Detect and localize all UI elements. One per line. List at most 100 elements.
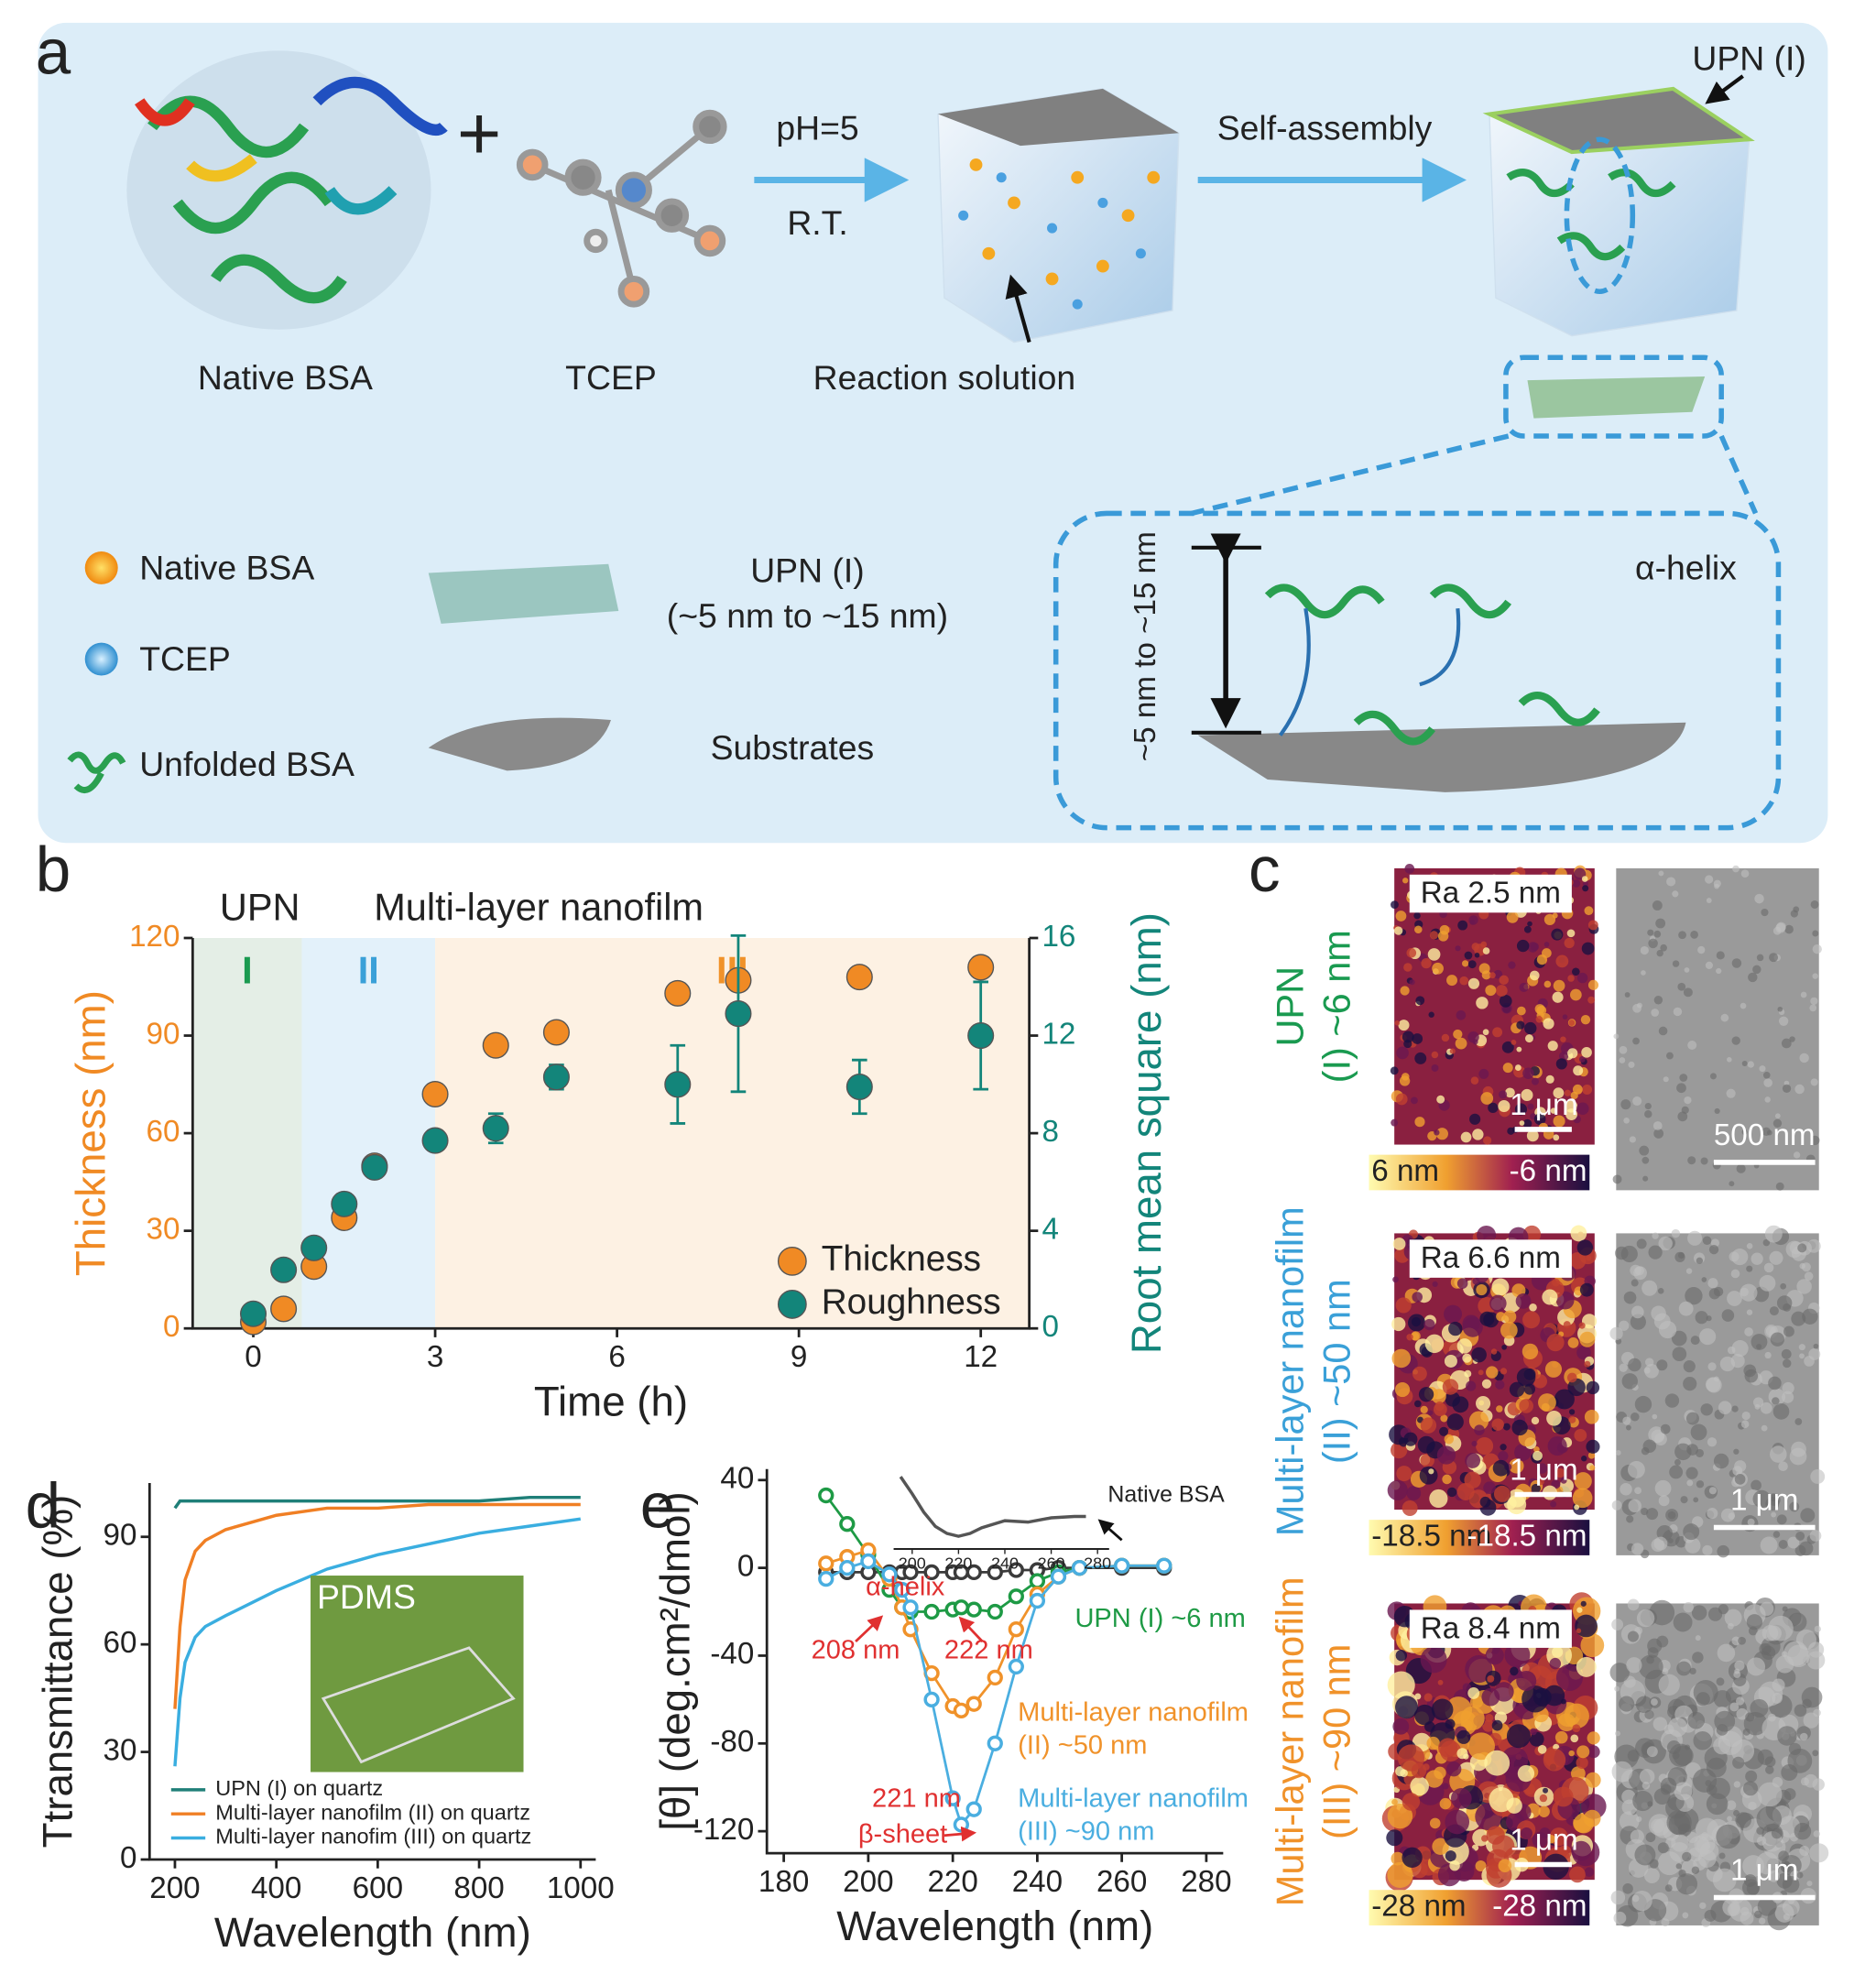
tem-texture xyxy=(1684,967,1690,973)
tem-texture xyxy=(1783,1860,1790,1867)
afm-texture xyxy=(1572,1724,1581,1733)
afm-texture xyxy=(1570,1225,1587,1242)
afm-texture xyxy=(1395,1650,1408,1662)
tem-texture xyxy=(1657,1842,1669,1854)
tem-texture xyxy=(1633,1266,1647,1281)
tem-texture xyxy=(1706,1784,1718,1795)
afm-texture xyxy=(1445,1391,1461,1407)
afm-texture xyxy=(1532,1832,1548,1849)
afm-texture xyxy=(1532,1450,1543,1461)
tem-texture xyxy=(1800,1777,1810,1786)
tem-texture xyxy=(1634,1487,1642,1495)
tem-texture xyxy=(1718,1401,1732,1414)
x-axis-label: Wavelength (nm) xyxy=(214,1909,531,1956)
afm-texture xyxy=(1478,963,1490,975)
tem-texture xyxy=(1717,1643,1736,1663)
afm-texture xyxy=(1516,1670,1537,1691)
marker xyxy=(987,1669,1003,1686)
tem-texture xyxy=(1713,1737,1731,1755)
tem-texture xyxy=(1613,1033,1620,1040)
point xyxy=(482,1115,509,1142)
legend-ball xyxy=(84,551,118,584)
tem-texture xyxy=(1615,1730,1620,1737)
afm-texture xyxy=(1529,1731,1544,1747)
y-tick-label: 0 xyxy=(737,1549,754,1583)
tem-texture xyxy=(1709,1073,1717,1080)
afm-texture xyxy=(1553,1786,1574,1807)
afm-texture xyxy=(1491,1278,1510,1296)
tem-texture xyxy=(1772,1531,1781,1538)
afm-texture xyxy=(1580,1600,1587,1607)
tem-texture xyxy=(1611,1761,1633,1783)
tem-texture xyxy=(1623,1291,1637,1304)
x-tick-label: 260 xyxy=(1096,1865,1147,1899)
tem-texture xyxy=(1794,1084,1805,1095)
tem-texture xyxy=(1642,1156,1650,1164)
tem-texture xyxy=(1802,1698,1812,1709)
afm-texture xyxy=(1449,1048,1456,1054)
tem-texture xyxy=(1741,1060,1748,1066)
tem-texture xyxy=(1806,1881,1813,1887)
region-label: II xyxy=(358,949,379,992)
row-label: UPN xyxy=(1268,966,1311,1047)
afm-texture xyxy=(1415,996,1425,1006)
afm-texture xyxy=(1553,979,1565,992)
tem-texture xyxy=(1631,1890,1652,1912)
afm-texture xyxy=(1406,1486,1422,1500)
afm-texture xyxy=(1426,1736,1440,1751)
tem-texture xyxy=(1622,1883,1633,1894)
tem-texture xyxy=(1716,951,1725,960)
tem-texture xyxy=(1693,1679,1718,1705)
tem-texture xyxy=(1768,1615,1794,1641)
label: UPN (I) xyxy=(750,551,865,589)
afm-texture xyxy=(1567,1336,1579,1348)
tem-texture xyxy=(1664,1393,1680,1408)
afm-texture xyxy=(1522,1118,1532,1129)
afm-texture xyxy=(1482,1136,1492,1145)
tem-texture xyxy=(1669,1743,1693,1767)
tem-texture xyxy=(1675,1873,1698,1895)
y-tick-label: 120 xyxy=(129,920,180,954)
tem-texture xyxy=(1683,1523,1700,1541)
afm-texture xyxy=(1506,911,1519,923)
afm-texture xyxy=(1546,1834,1556,1844)
afm-texture xyxy=(1505,1087,1515,1098)
x-tick-label: 280 xyxy=(1181,1865,1231,1899)
tem-texture xyxy=(1799,1353,1805,1359)
tem-texture xyxy=(1813,1830,1820,1838)
afm-texture xyxy=(1456,1729,1471,1744)
tem-texture xyxy=(1658,1674,1680,1696)
tem-texture xyxy=(1631,1305,1644,1319)
tem-texture xyxy=(1671,1330,1687,1347)
tem-texture xyxy=(1658,870,1664,877)
afm-texture xyxy=(1575,1614,1598,1638)
afm-texture xyxy=(1471,1347,1487,1363)
afm-texture xyxy=(1479,1496,1491,1508)
afm-texture xyxy=(1481,1379,1492,1389)
x-tick-label: 800 xyxy=(453,1871,504,1905)
colorbar-label: -6 nm xyxy=(1510,1154,1587,1188)
afm-texture xyxy=(1506,1797,1522,1814)
afm-texture xyxy=(1410,1776,1429,1796)
tem-texture xyxy=(1733,1671,1741,1679)
point xyxy=(845,964,873,991)
afm-texture xyxy=(1519,1399,1533,1413)
afm-texture xyxy=(1576,1607,1583,1613)
x-tick-label: 9 xyxy=(791,1340,807,1374)
afm-texture xyxy=(1403,1432,1418,1446)
afm-texture xyxy=(1403,963,1412,972)
afm-texture xyxy=(1539,1794,1548,1803)
tem-texture xyxy=(1614,1685,1620,1692)
afm-texture xyxy=(1485,1713,1494,1722)
tem-texture xyxy=(1758,1681,1783,1707)
tem-texture xyxy=(1701,1832,1709,1839)
tem-texture xyxy=(1740,1287,1749,1297)
afm-texture xyxy=(1476,997,1489,1009)
tem-texture xyxy=(1611,1500,1622,1511)
point xyxy=(845,1073,873,1101)
tem-texture xyxy=(1713,1286,1724,1297)
tem-texture xyxy=(1757,1896,1777,1916)
tem-texture xyxy=(1668,1538,1674,1543)
marker xyxy=(965,1564,982,1581)
tem-texture xyxy=(1642,1280,1658,1296)
